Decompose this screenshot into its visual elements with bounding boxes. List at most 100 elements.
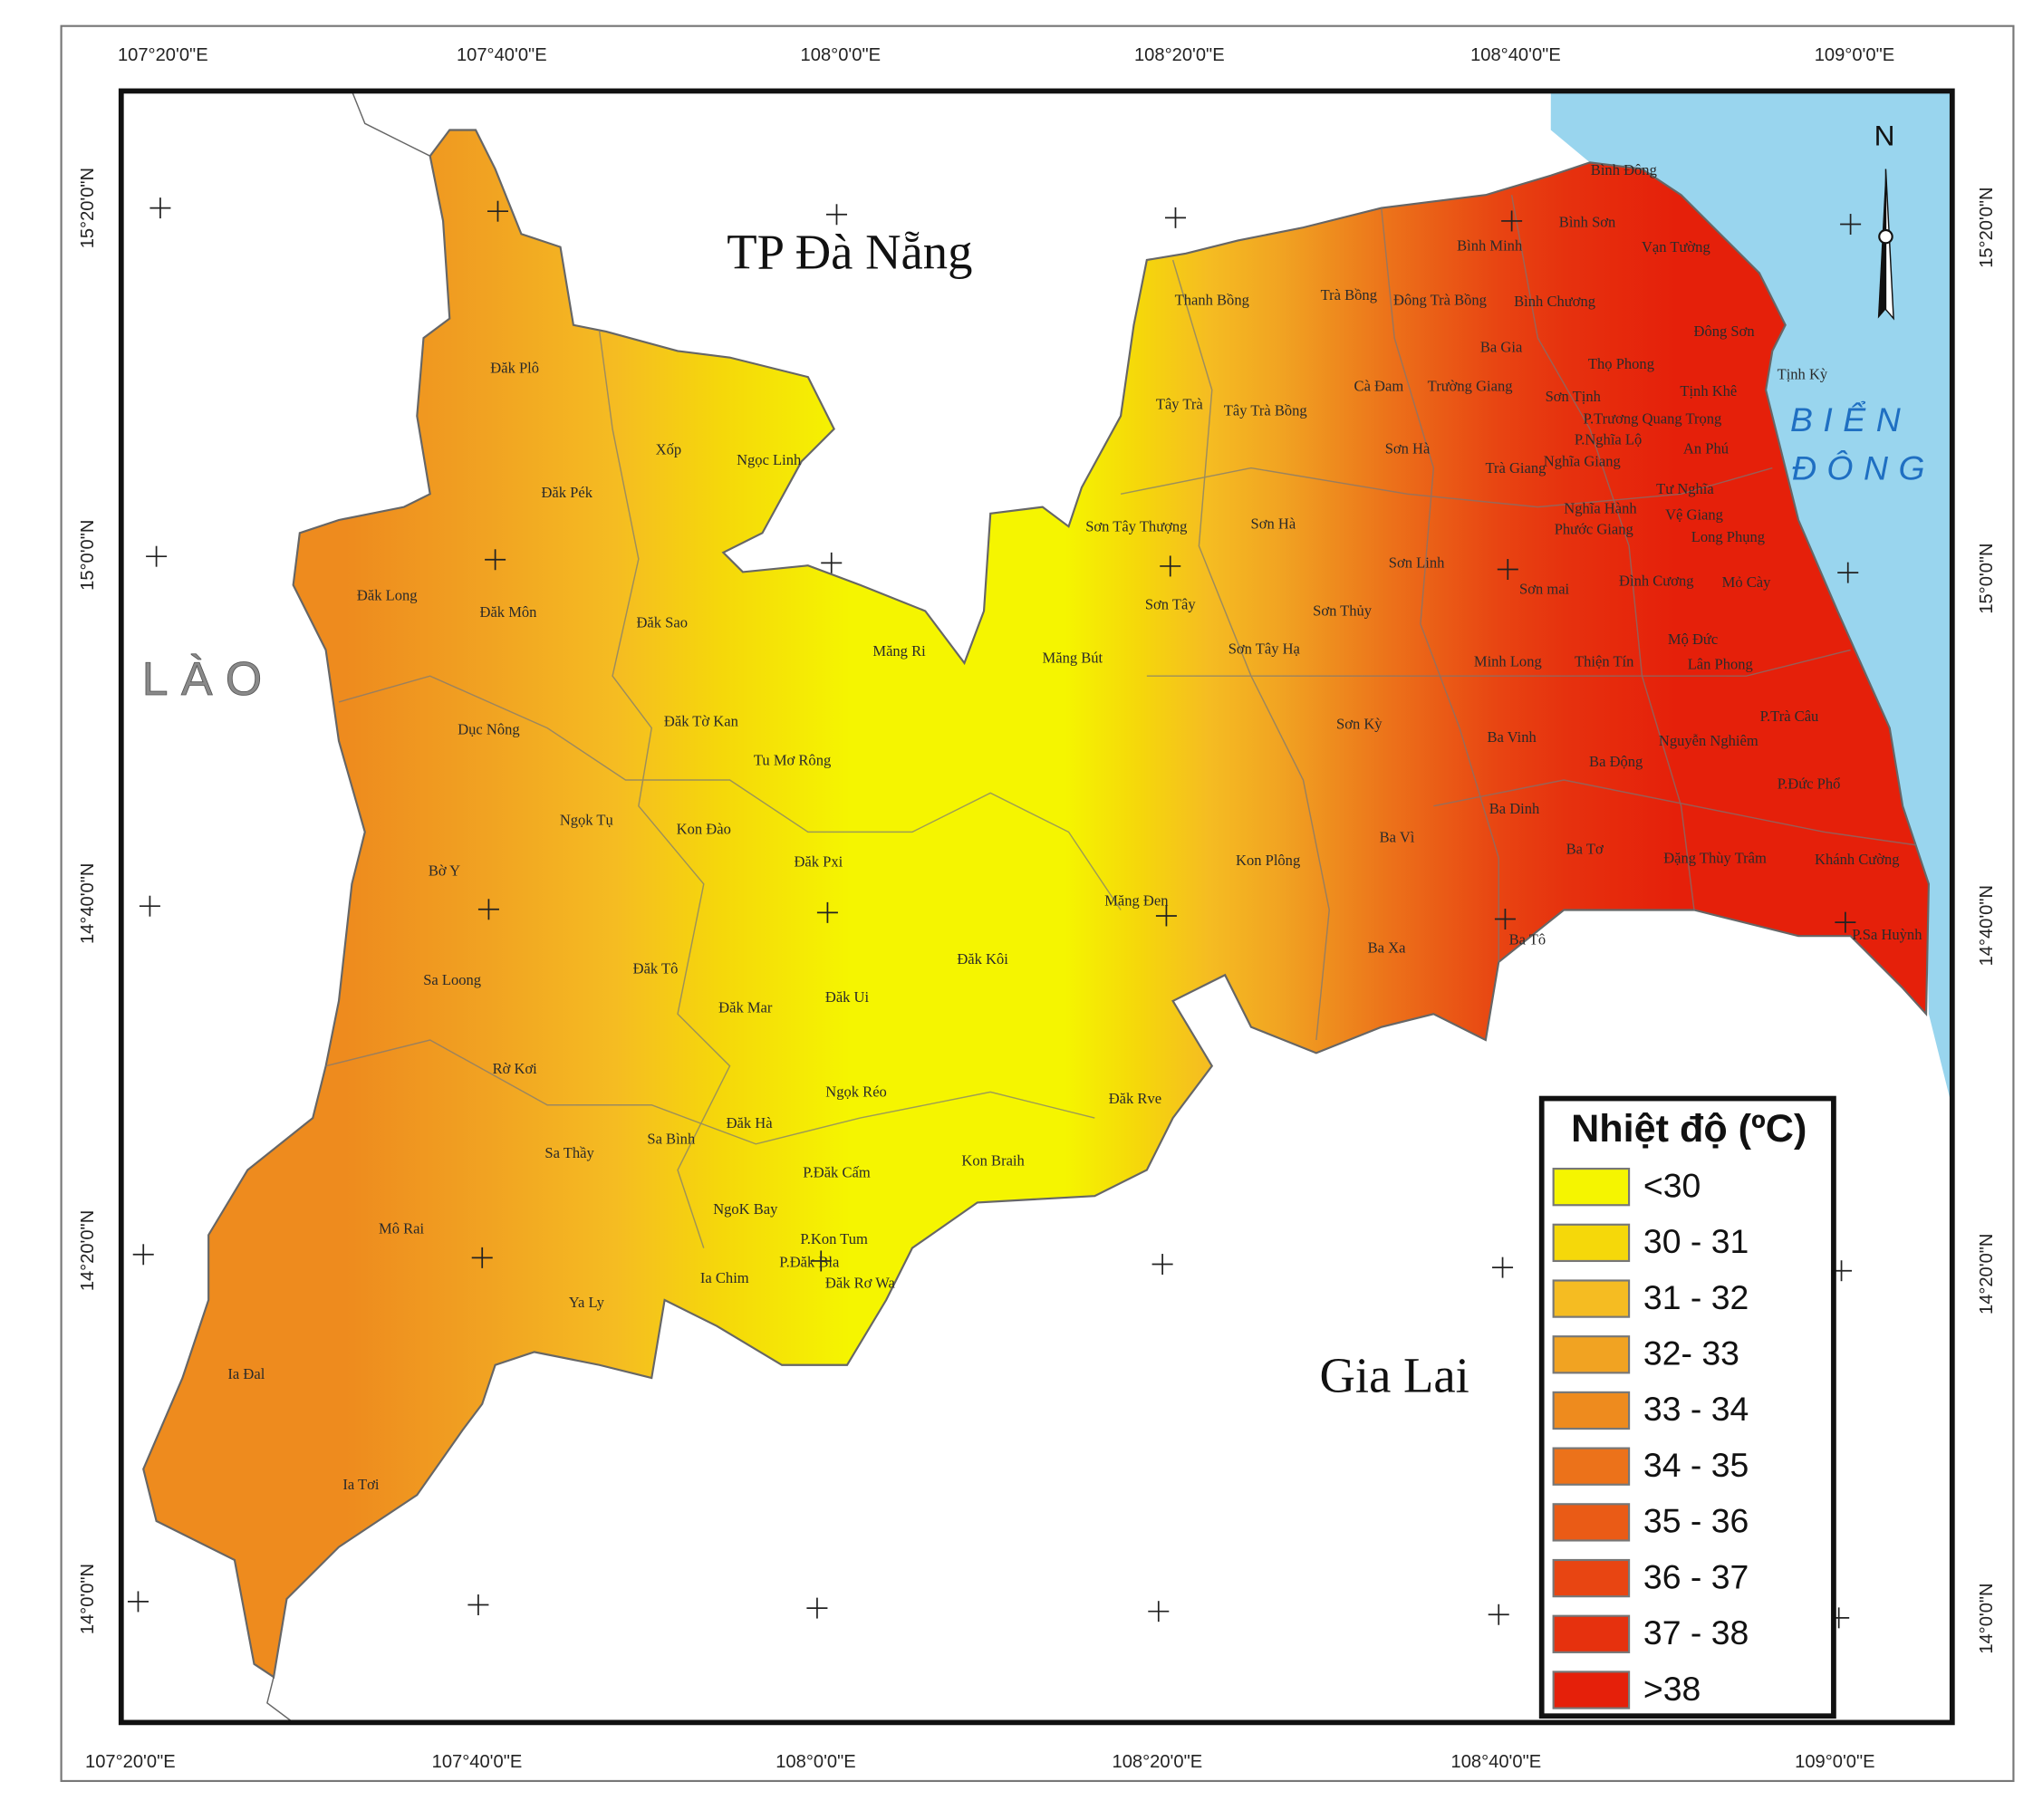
outer-frame xyxy=(60,24,2015,1783)
place-label: Khánh Cường xyxy=(1815,851,1900,868)
place-label: Rờ Kơi xyxy=(493,1060,538,1077)
place-label: Thanh Bồng xyxy=(1175,292,1249,309)
place-label: Đình Cương xyxy=(1619,573,1693,590)
place-label: Tịnh Kỳ xyxy=(1778,366,1828,383)
place-label: Sơn Tây Thượng xyxy=(1085,517,1187,534)
bottom-coord-label: 107°20'0"E xyxy=(85,1752,176,1772)
place-label: Mộ Đức xyxy=(1668,631,1718,648)
neighbor-border xyxy=(351,91,431,157)
legend-label: 31 - 32 xyxy=(1643,1278,1749,1316)
place-label: Ba Tơ xyxy=(1566,840,1604,857)
place-label: Xốp xyxy=(656,441,681,458)
place-label: Bình Đông xyxy=(1591,161,1657,178)
bottom-coord-label: 108°0'0"E xyxy=(776,1752,855,1772)
legend-swatch xyxy=(1552,1614,1631,1653)
left-coord-label: 15°0'0"N xyxy=(78,520,98,591)
legend-label: 33 - 34 xyxy=(1643,1390,1749,1428)
place-label: Thiện Tín xyxy=(1575,653,1634,670)
legend-swatch xyxy=(1552,1503,1631,1542)
sea xyxy=(1550,91,1952,1108)
legend-swatch xyxy=(1552,1391,1631,1430)
left-coord-label: 14°0'0"N xyxy=(78,1564,98,1634)
place-label: P.Đăk Cấm xyxy=(803,1164,871,1181)
place-label: Tịnh Khê xyxy=(1680,382,1737,400)
place-label: Sơn Hà xyxy=(1251,515,1296,533)
place-label: Tư Nghĩa xyxy=(1656,480,1714,497)
place-label: Sơn mai xyxy=(1519,580,1570,597)
place-label: NgoK Bay xyxy=(713,1200,778,1218)
place-label: Bình Minh xyxy=(1457,236,1523,254)
place-label: Ba Vì xyxy=(1380,828,1415,845)
bottom-coord-label: 108°20'0"E xyxy=(1113,1752,1203,1772)
place-label: Ba Xa xyxy=(1368,939,1406,956)
graticule xyxy=(127,197,1862,1629)
place-label: Măng Bút xyxy=(1043,649,1103,666)
place-label: Ba Vinh xyxy=(1487,728,1537,746)
neighbor-border xyxy=(266,1676,294,1723)
place-label: Sơn Tây xyxy=(1145,596,1196,613)
legend-label: 36 - 37 xyxy=(1643,1557,1749,1595)
place-label: Sa Bình xyxy=(647,1130,696,1147)
legend-label: <30 xyxy=(1643,1166,1701,1204)
legend-swatch xyxy=(1552,1558,1631,1598)
legend: Nhiệt độ (ºC) <30 30 - 31 31 - 32 32- 33 33 … xyxy=(1538,1095,1836,1719)
top-coord-label: 109°0'0"E xyxy=(1815,45,1894,65)
place-label: Ia Đal xyxy=(227,1365,265,1382)
place-label: Nguyễn Nghiêm xyxy=(1659,732,1758,749)
province-label: Gia Lai xyxy=(1319,1348,1469,1403)
legend-swatch xyxy=(1552,1447,1631,1486)
place-label: P.Kon Tum xyxy=(800,1230,868,1247)
place-label: Đăk Plô xyxy=(490,359,539,376)
place-label: Bình Sơn xyxy=(1559,214,1616,231)
place-label: Lân Phong xyxy=(1688,656,1753,673)
place-label: Sơn Hà xyxy=(1385,439,1431,457)
map-body xyxy=(142,91,1952,1723)
place-label: Vạn Tường xyxy=(1642,238,1710,255)
legend-swatch xyxy=(1552,1279,1631,1318)
place-label: Cà Đam xyxy=(1354,377,1404,394)
bottom-coord-label: 108°40'0"E xyxy=(1451,1752,1542,1772)
place-label: Đông Sơn xyxy=(1694,323,1756,340)
top-coord-label: 108°40'0"E xyxy=(1470,45,1561,65)
place-label: Ba Gia xyxy=(1480,338,1523,355)
place-label: Sơn Tịnh xyxy=(1546,388,1602,405)
place-label: Phước Giang xyxy=(1555,520,1633,537)
left-coord-label: 14°20'0"N xyxy=(78,1210,98,1291)
place-label: Sơn Tây Hạ xyxy=(1228,640,1301,657)
sea-label: BIỂN xyxy=(1790,400,1911,438)
place-label: Mô Rai xyxy=(379,1219,424,1237)
place-label: Đăk Tờ Kan xyxy=(664,713,739,730)
place-label: Ia Chim xyxy=(700,1269,749,1286)
place-label: P.Đăk Bla xyxy=(779,1254,840,1271)
place-label: Đăk Môn xyxy=(480,603,538,621)
place-label: P.Sa Huỳnh xyxy=(1852,926,1922,943)
legend-swatch xyxy=(1552,1223,1631,1263)
top-coord-label: 107°20'0"E xyxy=(118,45,208,65)
place-label: Măng Đen xyxy=(1104,892,1169,910)
place-label: Sơn Kỳ xyxy=(1336,716,1383,733)
place-label: Tu Mơ Rông xyxy=(754,752,831,769)
legend-swatch xyxy=(1552,1671,1631,1709)
left-coord-label: 15°20'0"N xyxy=(78,168,98,248)
place-label: Đăk Tô xyxy=(633,959,679,977)
place-label: Sa Loong xyxy=(423,971,481,988)
place-label: P.Trương Quang Trọng xyxy=(1584,409,1722,427)
place-label: Thọ Phong xyxy=(1588,355,1654,372)
place-label: An Phú xyxy=(1683,439,1729,457)
place-label: Sơn Thủy xyxy=(1313,602,1373,620)
place-label: Đăk Pxi xyxy=(794,853,843,871)
place-label: Nghĩa Hành xyxy=(1564,499,1637,516)
place-label: Trà Giang xyxy=(1485,459,1546,477)
place-label: Kon Plông xyxy=(1236,852,1300,869)
right-coord-label: 15°0'0"N xyxy=(1977,543,1997,613)
legend-title: Nhiệt độ (ºC) xyxy=(1571,1107,1807,1151)
place-label: Kon Đào xyxy=(677,821,731,838)
place-label: Minh Long xyxy=(1474,653,1542,670)
legend-label: 34 - 35 xyxy=(1643,1446,1749,1484)
place-label: P.Đức Phổ xyxy=(1778,775,1841,793)
place-label: Măng Ri xyxy=(872,642,926,660)
place-label: Ba Tô xyxy=(1509,931,1546,949)
place-label: Long Phụng xyxy=(1691,528,1765,545)
place-label: Đăk Sao xyxy=(636,614,687,631)
